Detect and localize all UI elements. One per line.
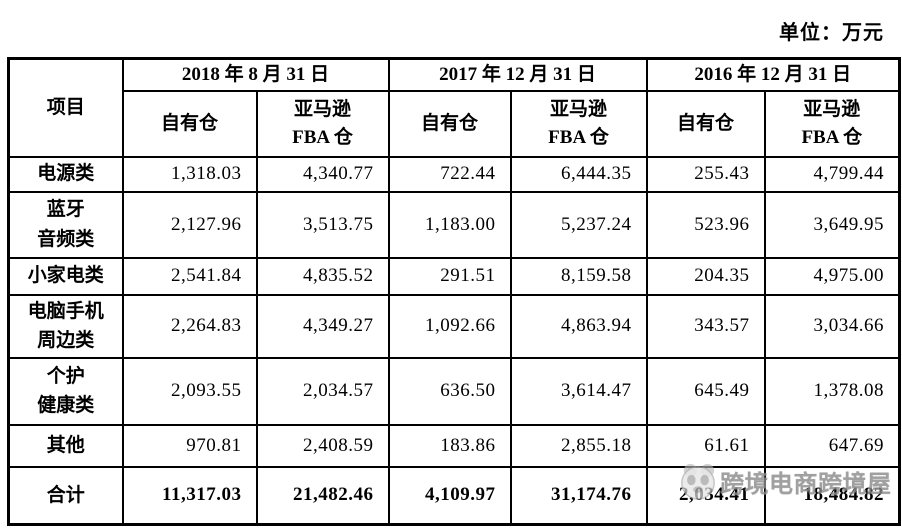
cell-value: 523.96: [645, 190, 766, 259]
table-header-dates-row: 项目 2018 年 8 月 31 日 2017 年 12 月 31 日 2016…: [7, 57, 901, 158]
header-own-warehouse-2018: 自有仓: [121, 89, 258, 158]
cell-value: 1,318.03: [121, 155, 258, 193]
cell-value: 204.35: [645, 256, 766, 296]
row-label: 其他: [7, 423, 124, 468]
table-row-small-appliances: 小家电类 2,541.84 4,835.52 291.51 8,159.58 2…: [7, 256, 901, 296]
cell-value: 4,863.94: [509, 293, 648, 359]
cell-value: 2,127.96: [121, 190, 258, 259]
cell-total-value: 18,484.82: [763, 465, 901, 526]
header-fba-warehouse-2017: 亚马逊 FBA 仓: [509, 89, 648, 158]
row-label: 电脑手机 周边类: [7, 293, 124, 359]
cell-value: 3,649.95: [763, 190, 901, 259]
row-label: 小家电类: [7, 256, 124, 296]
table-row-power: 电源类 1,318.03 4,340.77 722.44 6,444.35 25…: [7, 155, 901, 193]
header-own-warehouse-2017: 自有仓: [387, 89, 512, 158]
inventory-by-category-table: 项目 2018 年 8 月 31 日 2017 年 12 月 31 日 2016…: [7, 57, 902, 526]
cell-value: 1,183.00: [387, 190, 512, 259]
cell-value: 3,614.47: [509, 356, 648, 426]
unit-label: 单位：万元: [779, 22, 884, 44]
cell-value: 4,349.27: [255, 293, 390, 359]
cell-total-value: 11,317.03: [121, 465, 258, 526]
cell-total-value: 31,174.76: [509, 465, 648, 526]
cell-value: 4,340.77: [255, 155, 390, 193]
cell-value: 2,855.18: [509, 423, 648, 468]
cell-value: 4,975.00: [763, 256, 901, 296]
cell-total-value: 21,482.46: [255, 465, 390, 526]
table-row-personal-care-health: 个护 健康类 2,093.55 2,034.57 636.50 3,614.47…: [7, 356, 901, 426]
cell-value: 255.43: [645, 155, 766, 193]
cell-value: 2,034.57: [255, 356, 390, 426]
row-label: 蓝牙 音频类: [7, 190, 124, 259]
cell-value: 645.49: [645, 356, 766, 426]
table-row-bluetooth-audio: 蓝牙 音频类 2,127.96 3,513.75 1,183.00 5,237.…: [7, 190, 901, 259]
header-item-column: 项目: [7, 57, 124, 158]
cell-value: 6,444.35: [509, 155, 648, 193]
header-date-2017: 2017 年 12 月 31 日: [387, 57, 648, 92]
table-row-total: 合计 11,317.03 21,482.46 4,109.97 31,174.7…: [7, 465, 901, 526]
cell-value: 8,159.58: [509, 256, 648, 296]
header-fba-warehouse-2016: 亚马逊 FBA 仓: [763, 89, 901, 158]
row-label: 个护 健康类: [7, 356, 124, 426]
cell-value: 2,264.83: [121, 293, 258, 359]
cell-value: 3,513.75: [255, 190, 390, 259]
cell-value: 61.61: [645, 423, 766, 468]
cell-total-value: 2,034.41: [645, 465, 766, 526]
cell-value: 343.57: [645, 293, 766, 359]
cell-value: 291.51: [387, 256, 512, 296]
cell-value: 5,237.24: [509, 190, 648, 259]
row-label-total: 合计: [7, 465, 124, 526]
table-row-others: 其他 970.81 2,408.59 183.86 2,855.18 61.61…: [7, 423, 901, 468]
cell-value: 4,799.44: [763, 155, 901, 193]
cell-value: 636.50: [387, 356, 512, 426]
cell-value: 1,092.66: [387, 293, 512, 359]
header-own-warehouse-2016: 自有仓: [645, 89, 766, 158]
cell-value: 2,408.59: [255, 423, 390, 468]
cell-value: 1,378.08: [763, 356, 901, 426]
header-date-2016: 2016 年 12 月 31 日: [645, 57, 901, 92]
cell-total-value: 4,109.97: [387, 465, 512, 526]
cell-value: 2,093.55: [121, 356, 258, 426]
header-fba-warehouse-2018: 亚马逊 FBA 仓: [255, 89, 390, 158]
table-row-computer-phone-peripherals: 电脑手机 周边类 2,264.83 4,349.27 1,092.66 4,86…: [7, 293, 901, 359]
cell-value: 970.81: [121, 423, 258, 468]
cell-value: 3,034.66: [763, 293, 901, 359]
cell-value: 183.86: [387, 423, 512, 468]
table-header-warehouses-row: 自有仓 亚马逊 FBA 仓 自有仓 亚马逊 FBA 仓 自有仓 亚马逊 FBA …: [9, 89, 901, 158]
cell-value: 722.44: [387, 155, 512, 193]
row-label: 电源类: [7, 155, 124, 193]
cell-value: 4,835.52: [255, 256, 390, 296]
cell-value: 2,541.84: [121, 256, 258, 296]
header-date-2018: 2018 年 8 月 31 日: [121, 57, 390, 92]
cell-value: 647.69: [763, 423, 901, 468]
